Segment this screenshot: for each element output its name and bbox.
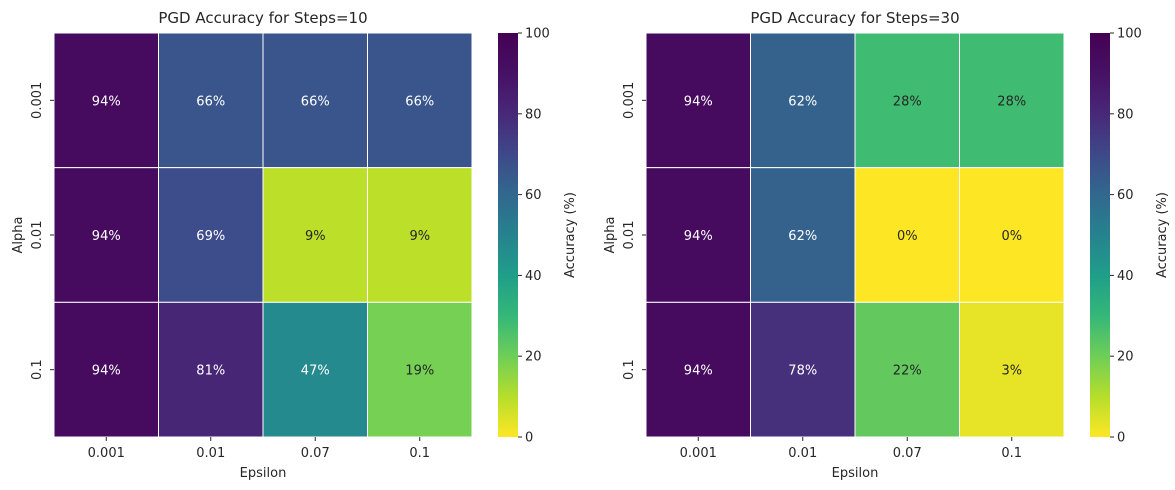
heatmap-cell [645,167,751,303]
cell-value-label: 66% [196,94,225,109]
y-axis-label: Alpha [11,217,26,254]
colorbar-tick-label: 100 [1117,27,1142,42]
cell-value-label: 66% [405,94,434,109]
x-tick-label: 0.07 [893,446,922,461]
cell-value-label: 94% [92,229,121,244]
heatmap-cell [854,167,960,303]
colorbar-tick-label: 40 [1117,269,1134,284]
x-tick-label: 0.01 [788,446,817,461]
heatmap-cell [750,301,856,438]
cell-value-label: 94% [684,364,713,379]
chart-title: PGD Accuracy for Steps=10 [158,9,367,27]
heatmap-cell [959,301,1065,438]
heatmap-cell [854,32,960,169]
x-axis-label: Epsilon [832,466,879,481]
cell-value-label: 47% [301,364,330,379]
cell-value-label: 94% [684,94,713,109]
colorbar-tick-label: 0 [1117,431,1125,446]
cell-value-label: 94% [92,364,121,379]
cell-value-label: 62% [788,229,817,244]
y-tick-label: 0.01 [30,221,45,250]
heatmap-cell [53,167,159,303]
colorbar-tick-label: 60 [525,188,542,203]
cell-value-label: 69% [196,229,225,244]
heatmap-cell [367,32,473,169]
colorbar-tick-label: 80 [525,107,542,122]
colorbar-tick-label: 80 [1117,107,1134,122]
cell-value-label: 62% [788,94,817,109]
cell-value-label: 28% [893,94,922,109]
heatmap-panel-steps-30: PGD Accuracy for Steps=30 94% 62% 28% 28% 94%… [603,9,1170,481]
cell-value-label: 9% [409,229,430,244]
x-tick-label: 0.1 [409,446,430,461]
colorbar-tick-label: 60 [1117,188,1134,203]
x-axis-label: Epsilon [240,466,287,481]
heatmap-cell [53,32,159,169]
colorbar-tick-label: 20 [1117,350,1134,365]
cell-value-label: 66% [301,94,330,109]
heatmap-cell [158,32,264,169]
heatmap-cell [367,167,473,303]
chart-title: PGD Accuracy for Steps=30 [750,9,959,27]
x-tick-label: 0.001 [88,446,125,461]
cell-value-label: 0% [897,229,918,244]
x-tick-label: 0.1 [1001,446,1022,461]
heatmap-cell [367,301,473,438]
heatmap-cell [750,167,856,303]
cell-value-label: 19% [405,364,434,379]
y-tick-label: 0.1 [30,359,45,380]
heatmap-cell [158,301,264,438]
colorbar [1090,33,1110,437]
x-tick-label: 0.07 [301,446,330,461]
y-tick-label: 0.001 [30,82,45,119]
x-tick-label: 0.001 [680,446,717,461]
cell-value-label: 22% [893,364,922,379]
colorbar-tick-label: 40 [525,269,542,284]
heatmap-cell [959,32,1065,169]
cell-value-label: 78% [788,364,817,379]
y-tick-label: 0.001 [622,82,637,119]
cell-value-label: 81% [196,364,225,379]
heatmap-cell [158,167,264,303]
heatmap-cell [959,167,1065,303]
y-tick-label: 0.1 [622,359,637,380]
cell-value-label: 94% [92,94,121,109]
colorbar-tick-label: 100 [525,27,550,42]
x-tick-label: 0.01 [196,446,225,461]
cell-value-label: 94% [684,229,713,244]
cell-value-label: 0% [1001,229,1022,244]
colorbar-tick-label: 0 [525,431,533,446]
cell-value-label: 3% [1001,364,1022,379]
cell-value-label: 9% [305,229,326,244]
heatmap-panel-steps-10: PGD Accuracy for Steps=10 94% 66% 66% 66% 94%… [11,9,578,481]
colorbar-tick-label: 20 [525,350,542,365]
y-axis-label: Alpha [603,217,618,254]
heatmap-cell [262,32,368,169]
heatmap-cell [750,32,856,169]
cell-value-label: 28% [997,94,1026,109]
y-tick-label: 0.01 [622,221,637,250]
colorbar-label: Accuracy (%) [563,192,578,278]
colorbar [498,33,518,437]
colorbar-label: Accuracy (%) [1155,192,1170,278]
